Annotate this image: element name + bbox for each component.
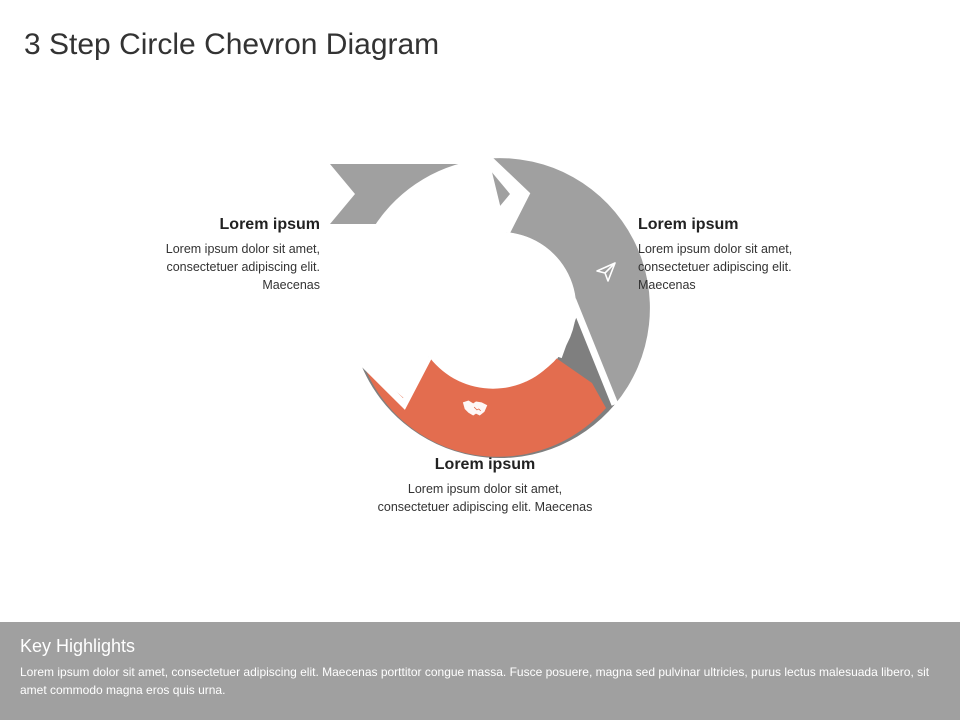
footer-body: Lorem ipsum dolor sit amet, consectetuer…	[20, 663, 940, 699]
group-icon	[453, 152, 479, 178]
step-1-body: Lorem ipsum dolor sit amet, consectetuer…	[110, 240, 320, 294]
step-2-text: Lorem ipsum Lorem ipsum dolor sit amet, …	[638, 216, 848, 294]
center-hole	[424, 232, 576, 384]
step-3-text: Lorem ipsum Lorem ipsum dolor sit amet, …	[375, 456, 595, 516]
chevron-ring	[270, 138, 690, 478]
footer-title: Key Highlights	[20, 636, 940, 657]
step-1-title: Lorem ipsum	[110, 216, 320, 234]
step-2-body: Lorem ipsum dolor sit amet, consectetuer…	[638, 240, 848, 294]
step-1-text: Lorem ipsum Lorem ipsum dolor sit amet, …	[110, 216, 320, 294]
chevron-diagram-area: Lorem ipsum Lorem ipsum dolor sit amet, …	[0, 100, 960, 590]
handshake-icon	[461, 398, 487, 424]
step-2-title: Lorem ipsum	[638, 216, 848, 234]
step-3-body: Lorem ipsum dolor sit amet, consectetuer…	[375, 480, 595, 516]
paper-plane-icon	[594, 260, 620, 286]
key-highlights-bar: Key Highlights Lorem ipsum dolor sit ame…	[0, 622, 960, 720]
step-3-title: Lorem ipsum	[375, 456, 595, 474]
slide-title: 3 Step Circle Chevron Diagram	[24, 28, 439, 62]
